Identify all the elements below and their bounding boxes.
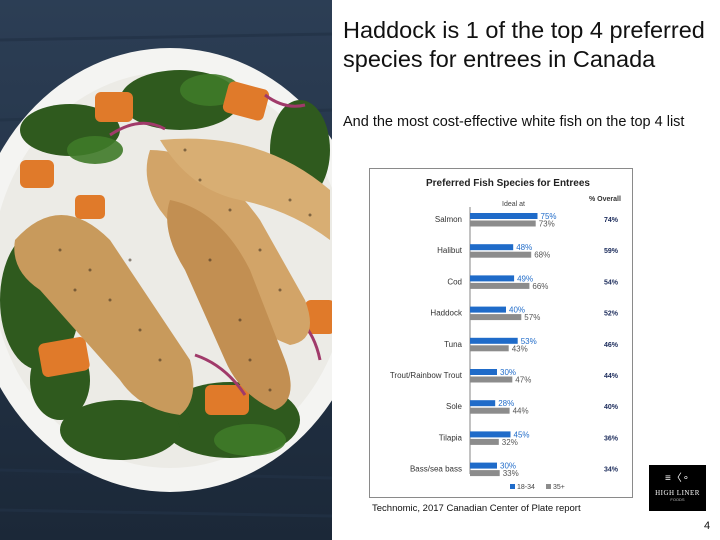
legend-label: 35+ — [553, 484, 565, 491]
bar-18-34 — [470, 431, 511, 438]
bar-value-label: 28% — [498, 399, 514, 408]
overall-value: 74% — [604, 217, 619, 224]
bar-value-label: 33% — [503, 469, 519, 478]
slide-headline: Haddock is 1 of the top 4 preferred spec… — [343, 17, 705, 72]
bar-18-34 — [470, 213, 538, 219]
category-label: Haddock — [430, 309, 463, 318]
overall-value: 36% — [604, 435, 619, 442]
bar-value-label: 40% — [509, 306, 525, 315]
category-label: Sole — [446, 402, 463, 411]
preferred-fish-chart: Preferred Fish Species for Entrees % Ove… — [369, 168, 633, 498]
bar-value-label: 30% — [500, 462, 516, 471]
category-label: Cod — [447, 277, 462, 286]
bar-18-34 — [470, 306, 506, 313]
bar-value-label: 47% — [515, 376, 531, 385]
fish-logo-icon: ≡〈∘ — [664, 473, 691, 484]
chart-canvas: Preferred Fish Species for Entrees % Ove… — [390, 178, 621, 491]
category-label: Tuna — [444, 340, 462, 349]
bar-18-34 — [470, 369, 497, 375]
bar-value-label: 32% — [502, 438, 518, 447]
bar-35-plus — [470, 376, 513, 383]
bar-value-label: 30% — [500, 368, 516, 377]
bar-value-label: 57% — [524, 313, 540, 322]
overall-value: 34% — [604, 467, 619, 474]
food-photo — [0, 0, 332, 540]
bar-value-label: 45% — [514, 430, 530, 439]
legend-swatch — [546, 484, 551, 489]
company-logo: ≡〈∘ HIGH LINER FOODS — [649, 465, 706, 511]
fish-fillets — [14, 138, 330, 415]
chart-title: Preferred Fish Species for Entrees — [426, 178, 590, 189]
overall-value: 44% — [604, 373, 619, 380]
bar-18-34 — [470, 244, 514, 251]
bar-18-34 — [470, 275, 515, 282]
legend: 18-34 35+ — [510, 484, 565, 491]
category-label: Halibut — [437, 246, 463, 255]
plated-fish-image — [0, 0, 332, 540]
bar-value-label: 49% — [517, 274, 533, 283]
overall-value: 46% — [604, 342, 619, 349]
bar-value-label: 43% — [512, 344, 528, 353]
sweet-potato-pieces — [20, 81, 332, 415]
bars-layer: Salmon 75%73% 74% Halibut 48%68% 59% Cod 49%66%… — [390, 212, 619, 478]
bar-value-label: 53% — [521, 337, 537, 346]
bar-18-34 — [470, 462, 497, 469]
logo-subtext: FOODS — [670, 497, 685, 502]
overall-value: 52% — [604, 311, 619, 318]
overall-value: 54% — [604, 279, 619, 286]
bar-35-plus — [470, 220, 536, 227]
axis-note: Ideal at — [502, 201, 525, 208]
bar-value-label: 73% — [539, 220, 555, 229]
bar-35-plus — [470, 345, 509, 352]
legend-swatch — [510, 484, 515, 489]
page-number: 4 — [704, 520, 711, 532]
legend-label: 18-34 — [517, 484, 535, 491]
category-label: Salmon — [435, 215, 462, 224]
slide-subheading: And the most cost-effective white fish o… — [343, 114, 685, 130]
bar-35-plus — [470, 314, 522, 321]
bar-value-label: 75% — [541, 212, 557, 221]
bar-35-plus — [470, 438, 499, 445]
bar-value-label: 68% — [534, 251, 550, 260]
category-label: Tilapia — [439, 433, 463, 442]
bar-value-label: 48% — [516, 243, 532, 252]
pepper-seasoning — [58, 148, 312, 392]
overall-value: 40% — [604, 404, 619, 411]
bar-18-34 — [470, 400, 496, 407]
overall-value: 59% — [604, 248, 619, 255]
source-note: Technomic, 2017 Canadian Center of Plate… — [372, 503, 581, 514]
bar-value-label: 44% — [513, 407, 529, 416]
overall-column-header: % Overall — [589, 196, 621, 203]
bar-35-plus — [470, 251, 532, 258]
category-label: Trout/Rainbow Trout — [390, 371, 463, 380]
bar-35-plus — [470, 470, 500, 477]
bar-value-label: 66% — [532, 282, 548, 291]
logo-text: HIGH LINER — [655, 489, 700, 497]
bar-18-34 — [470, 337, 518, 344]
bar-35-plus — [470, 282, 530, 289]
bar-35-plus — [470, 407, 510, 414]
category-label: Bass/sea bass — [410, 465, 462, 474]
